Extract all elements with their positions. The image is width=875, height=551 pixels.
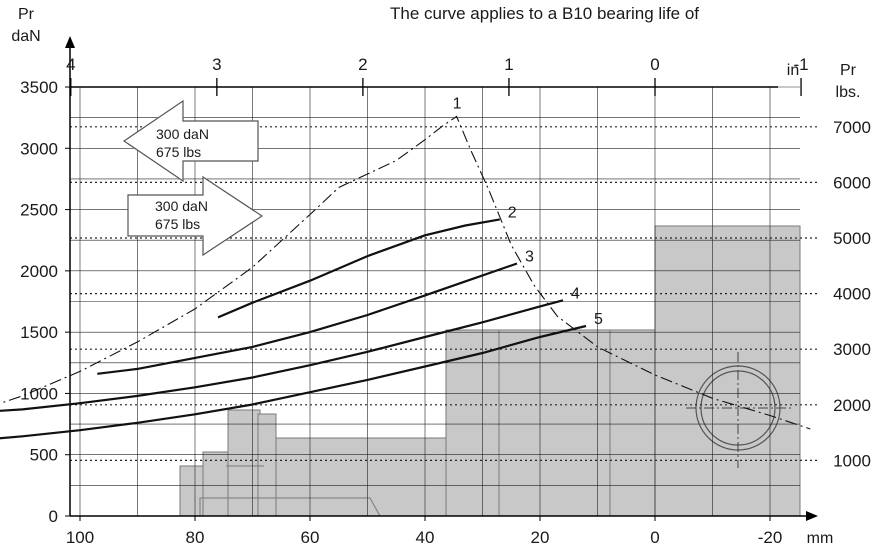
y-tick-label: 0 xyxy=(49,507,58,526)
x2-axis-label: in xyxy=(787,62,799,79)
housing-block-4 xyxy=(202,451,230,517)
y2-tick-label: 6000 xyxy=(833,173,871,192)
y2-axis-label-line2: lbs. xyxy=(836,84,861,101)
y-tick-label: 3500 xyxy=(20,78,58,97)
y2-tick-label: 7000 xyxy=(833,118,871,137)
y2-tick-label: 1000 xyxy=(833,451,871,470)
housing-block-1 xyxy=(654,225,801,517)
x2-tick-label: 2 xyxy=(358,55,367,74)
x-tick-label: 40 xyxy=(416,528,435,547)
y-axis-label-line1: Pr xyxy=(18,6,35,23)
x2-tick-label: 1 xyxy=(504,55,513,74)
load-direction-arrows: 300 daN 675 lbs 300 daN 675 lbs xyxy=(122,99,264,257)
chart-title: The curve applies to a B10 bearing life … xyxy=(390,4,699,23)
bearing-assembly-drawing xyxy=(179,225,801,517)
y2-tick-label: 4000 xyxy=(833,285,871,304)
curve-label-5: 5 xyxy=(594,311,603,328)
x-axis-arrowhead xyxy=(806,511,818,521)
curve-label-3: 3 xyxy=(525,249,534,266)
curve-5 xyxy=(0,324,587,440)
y2-tick-label: 2000 xyxy=(833,396,871,415)
x2-tick-label: -1 xyxy=(793,55,808,74)
load-arrow-text: 675 lbs xyxy=(155,216,200,232)
curve-3 xyxy=(97,262,518,375)
load-arrow-text: 300 daN xyxy=(155,198,208,214)
x-tick-label: -20 xyxy=(758,528,783,547)
tick-labels: 0500100015002000250030003500100020003000… xyxy=(20,55,871,547)
housing-block-3 xyxy=(179,465,207,517)
x-axis-label: mm xyxy=(807,530,834,547)
load-arrow-right xyxy=(127,175,264,257)
housing-block-5 xyxy=(227,409,261,517)
load-arrow-text: 300 daN xyxy=(156,126,209,142)
load-arrow-text: 675 lbs xyxy=(156,144,201,160)
x-tick-label: 100 xyxy=(66,528,94,547)
housing-block-2 xyxy=(269,437,447,517)
y-tick-label: 2500 xyxy=(20,201,58,220)
y-tick-label: 1500 xyxy=(20,323,58,342)
y-tick-label: 2000 xyxy=(20,262,58,281)
x-tick-label: 60 xyxy=(301,528,320,547)
curves: 1 2 3 45 xyxy=(0,95,811,440)
curve-label-1: 1 xyxy=(453,95,462,112)
shaft-outline xyxy=(199,497,381,517)
curve-1 xyxy=(0,115,811,430)
x-tick-label: 0 xyxy=(650,528,659,547)
x-tick-label: 80 xyxy=(186,528,205,547)
y2-tick-label: 5000 xyxy=(833,229,871,248)
y-tick-label: 3000 xyxy=(20,139,58,158)
x2-tick-label: 3 xyxy=(212,55,221,74)
chart-grid xyxy=(70,86,818,516)
y-tick-label: 1000 xyxy=(20,384,58,403)
load-arrow-left xyxy=(122,99,259,183)
curve-4 xyxy=(0,299,564,412)
x2-tick-label: 0 xyxy=(650,55,659,74)
curve-label-4: 4 xyxy=(571,285,580,302)
chart-axes xyxy=(65,36,818,521)
y2-tick-label: 3000 xyxy=(833,340,871,359)
y-axis-label-line2: daN xyxy=(11,28,40,45)
y-tick-label: 500 xyxy=(30,446,58,465)
x2-tick-label: 4 xyxy=(66,55,75,74)
x-tick-label: 20 xyxy=(531,528,550,547)
y-axis-arrowhead xyxy=(65,36,75,48)
housing-block-6 xyxy=(257,413,277,517)
housing-block-0 xyxy=(445,329,656,517)
curve-label-2: 2 xyxy=(508,204,517,221)
y2-axis-label-line1: Pr xyxy=(840,62,857,79)
curve-2 xyxy=(217,218,500,319)
